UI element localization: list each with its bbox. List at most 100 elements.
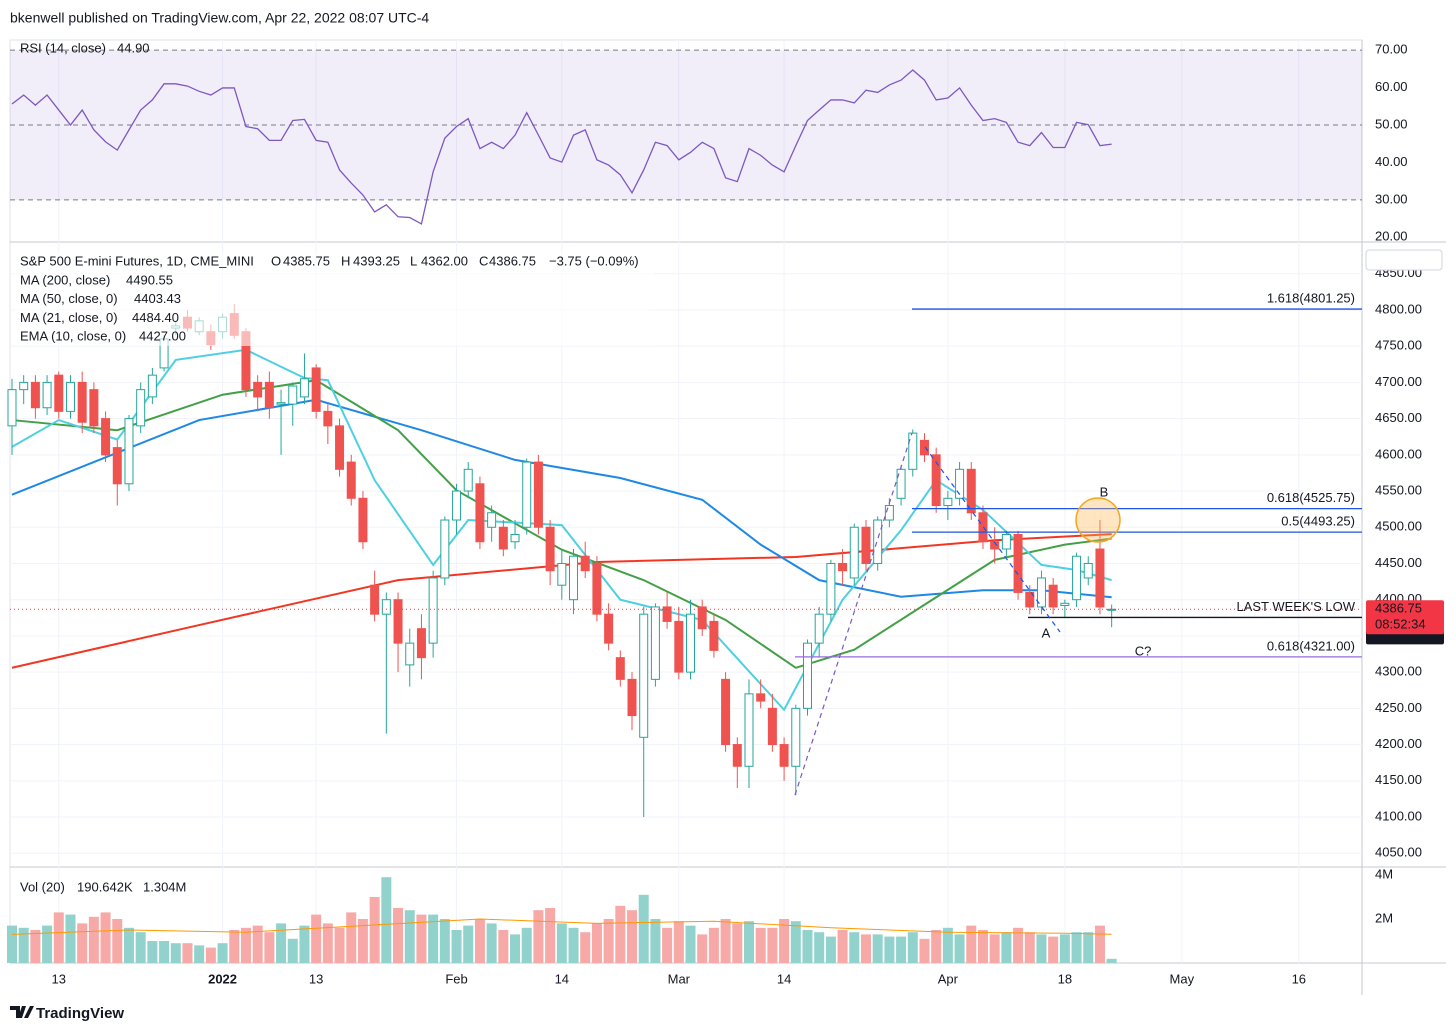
rsi-name: RSI (14, close) bbox=[20, 40, 106, 55]
currency-box[interactable] bbox=[1365, 249, 1443, 271]
volume-bar bbox=[194, 945, 205, 963]
candle-body bbox=[966, 468, 976, 514]
candle-body bbox=[873, 519, 883, 564]
volume-bar bbox=[790, 921, 801, 963]
volume-bar bbox=[205, 947, 216, 963]
volume-bar bbox=[474, 918, 485, 963]
candle-body bbox=[955, 468, 965, 499]
volume-bar bbox=[381, 877, 392, 963]
candle-body bbox=[358, 497, 368, 543]
candle-body bbox=[826, 562, 836, 615]
ma-legend-name: EMA (10, close, 0) bbox=[20, 329, 126, 344]
candle-body bbox=[1036, 577, 1046, 608]
candle-body bbox=[896, 468, 906, 499]
y-tick-label: 4250.00 bbox=[1375, 700, 1422, 715]
y-tick-label: 4800.00 bbox=[1375, 301, 1422, 316]
y-tick-label: 4200.00 bbox=[1375, 736, 1422, 751]
candle-body bbox=[721, 678, 731, 746]
candle-body bbox=[42, 381, 52, 409]
volume-bar bbox=[989, 934, 1000, 963]
volume-bar bbox=[779, 918, 790, 963]
volume-bar bbox=[334, 927, 345, 963]
volume-bar bbox=[1083, 932, 1094, 963]
volume-bar bbox=[931, 929, 942, 963]
volume-bar bbox=[919, 938, 930, 963]
rsi-tick-label: 30.00 bbox=[1375, 191, 1408, 206]
volume-bar bbox=[1013, 927, 1024, 963]
level-label: 1.618(4801.25) bbox=[1267, 291, 1355, 306]
volume-bar bbox=[463, 925, 474, 963]
volume-bar bbox=[966, 925, 977, 963]
volume-bar bbox=[662, 927, 673, 963]
candle-body bbox=[545, 526, 555, 572]
candle-body bbox=[1107, 608, 1117, 611]
candle-body bbox=[30, 381, 40, 409]
volume-tick-label: 4M bbox=[1375, 866, 1393, 881]
ma-legend-name: MA (21, close, 0) bbox=[20, 310, 118, 325]
candle-body bbox=[475, 483, 485, 543]
volume-bar bbox=[240, 927, 251, 963]
candle-body bbox=[346, 461, 356, 499]
legend-ohlc-letter: C bbox=[479, 253, 488, 268]
volume-bar bbox=[53, 912, 64, 963]
candle-body bbox=[19, 381, 29, 391]
volume-bar bbox=[615, 905, 626, 963]
candle-body bbox=[498, 526, 508, 550]
candle-body bbox=[112, 447, 122, 485]
candle-body bbox=[522, 461, 532, 528]
volume-bar bbox=[30, 929, 41, 963]
candle-body bbox=[416, 628, 426, 659]
volume-bar bbox=[393, 907, 404, 963]
candle-body bbox=[1048, 584, 1058, 608]
rsi-last: 44.90 bbox=[117, 40, 150, 55]
volume-bar bbox=[814, 932, 825, 963]
volume-bar bbox=[369, 896, 380, 963]
volume-bar bbox=[170, 943, 181, 963]
wave-line bbox=[794, 432, 913, 796]
candle-body bbox=[569, 555, 579, 601]
volume-bar bbox=[439, 918, 450, 963]
candle-body bbox=[510, 534, 520, 543]
candle-body bbox=[428, 577, 438, 644]
candle-body bbox=[779, 744, 789, 767]
volume-bar bbox=[486, 923, 497, 963]
candle-body bbox=[440, 519, 450, 579]
volume-bar bbox=[264, 932, 275, 963]
volume-bar bbox=[767, 927, 778, 963]
ma-legend-value: 4484.40 bbox=[132, 310, 179, 325]
legend-bg bbox=[14, 252, 654, 346]
volume-bar bbox=[88, 916, 99, 963]
highlight-circle bbox=[1075, 497, 1121, 543]
volume-bar bbox=[673, 921, 684, 963]
volume-bar bbox=[521, 927, 532, 963]
candle-body bbox=[1013, 534, 1023, 593]
volume-bar bbox=[276, 923, 287, 963]
candle-body bbox=[943, 497, 953, 507]
legend-ohlc-value: 4385.75 bbox=[283, 253, 330, 268]
volume-bar bbox=[416, 914, 427, 963]
x-tick-label: 14 bbox=[555, 971, 569, 986]
candle-body bbox=[381, 599, 391, 615]
candle-body bbox=[370, 584, 380, 615]
volume-bar bbox=[638, 894, 649, 963]
candle-body bbox=[615, 657, 625, 680]
volume-bar bbox=[1071, 932, 1082, 963]
wave-label: B bbox=[1100, 484, 1109, 499]
candle-body bbox=[1095, 548, 1105, 608]
candle-body bbox=[487, 512, 497, 528]
volume-bar bbox=[42, 925, 53, 963]
volume-ma bbox=[11, 918, 1112, 935]
candle-body bbox=[311, 367, 321, 412]
candle-body bbox=[861, 526, 871, 564]
volume-bar bbox=[591, 923, 602, 963]
candle-body bbox=[639, 613, 649, 738]
candle-body bbox=[393, 599, 403, 644]
volume-bar bbox=[650, 918, 661, 963]
candle-body bbox=[931, 454, 941, 507]
legend-ohlc-value: 4386.75 bbox=[489, 253, 536, 268]
candle-body bbox=[849, 526, 859, 579]
logo bbox=[10, 1006, 34, 1018]
candle-body bbox=[299, 378, 309, 398]
